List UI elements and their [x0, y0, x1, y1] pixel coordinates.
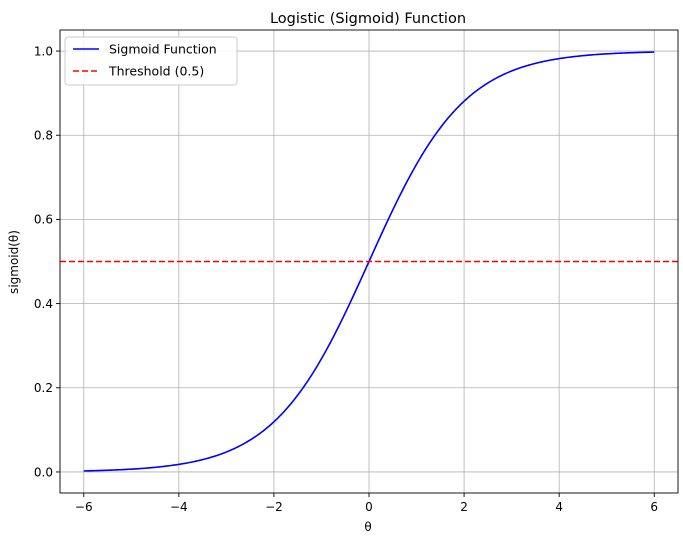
- y-tick-label: 0.4: [34, 297, 53, 311]
- y-tick-label: 0.0: [34, 465, 53, 479]
- x-tick-label: −6: [75, 500, 93, 514]
- y-tick-label: 0.6: [34, 213, 53, 227]
- x-tick-label: −4: [170, 500, 188, 514]
- x-axis-title: θ: [364, 520, 371, 534]
- x-axis-ticks: −6 −4 −2 0 2 4 6: [75, 493, 658, 514]
- y-tick-label: 0.8: [34, 129, 53, 143]
- x-tick-label: 4: [555, 500, 563, 514]
- x-tick-label: 6: [650, 500, 658, 514]
- legend: Sigmoid Function Threshold (0.5): [64, 36, 238, 86]
- x-tick-label: 0: [365, 500, 373, 514]
- x-tick-label: −2: [265, 500, 283, 514]
- legend-box: [64, 36, 238, 86]
- chart-title: Logistic (Sigmoid) Function: [270, 11, 466, 27]
- series-layer: [60, 51, 678, 472]
- legend-label-sigmoid: Sigmoid Function: [109, 42, 217, 57]
- y-axis-ticks: 0.0 0.2 0.4 0.6 0.8 1.0: [34, 44, 60, 479]
- legend-label-threshold: Threshold (0.5): [108, 64, 204, 79]
- y-tick-label: 1.0: [34, 44, 53, 58]
- x-tick-label: 2: [460, 500, 468, 514]
- y-axis-title: sigmoid(θ): [7, 230, 21, 294]
- y-tick-label: 0.2: [34, 381, 53, 395]
